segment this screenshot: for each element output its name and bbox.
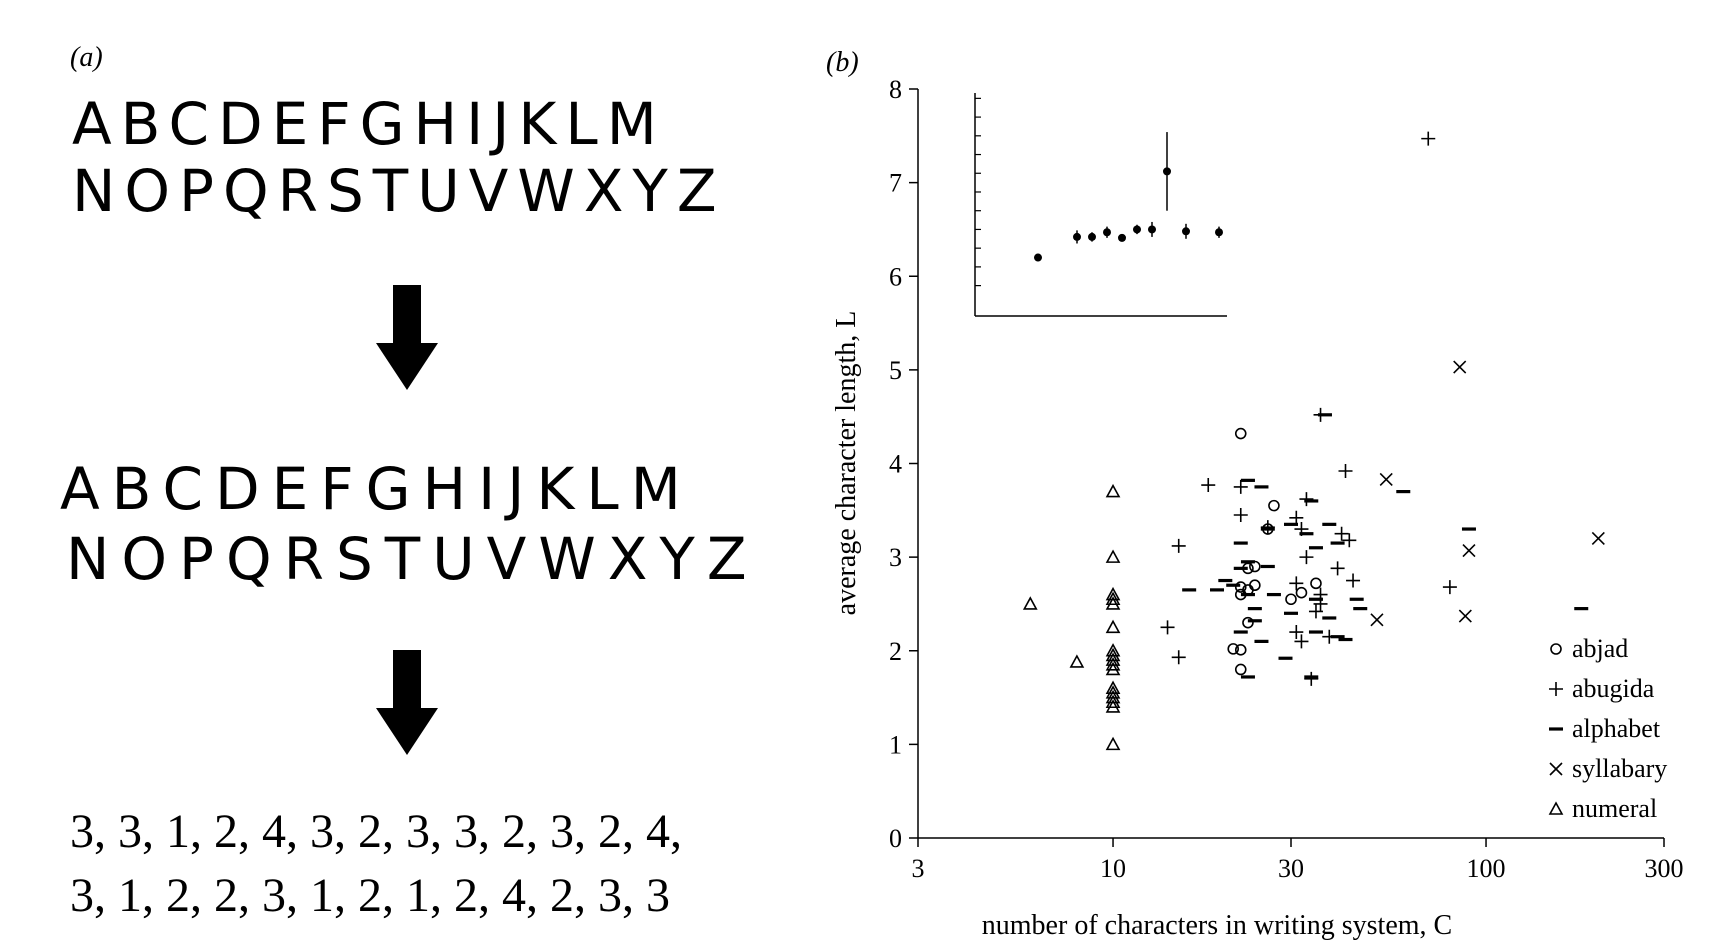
- syllabary-point: [1549, 762, 1563, 776]
- y-tick-label: 5: [889, 356, 902, 385]
- numeral-point: [1105, 596, 1121, 610]
- down-arrow-icon: [376, 650, 438, 755]
- numeral-point: [1105, 591, 1121, 606]
- down-arrow-icon: [376, 285, 438, 390]
- abugida-point: [1233, 507, 1248, 522]
- abugida-point: [1421, 131, 1436, 146]
- abugida-point: [1330, 561, 1345, 576]
- legend-label-numeral: numeral: [1572, 794, 1657, 823]
- alphabet-row-1: ABCDEFGHIJKLM: [72, 90, 666, 158]
- abugida-point: [1171, 538, 1186, 553]
- inset-point: [1163, 167, 1171, 176]
- legend-label-syllabary: syllabary: [1572, 754, 1667, 783]
- abugida-point: [1171, 650, 1186, 665]
- x-tick-label: 10: [1100, 854, 1126, 883]
- abjad-point: [1234, 644, 1247, 656]
- legend-label-alphabet: alphabet: [1572, 714, 1661, 743]
- x-tick-label: 300: [1645, 854, 1684, 883]
- y-axis-label: average character length, L: [831, 311, 862, 616]
- syllabary-point: [1591, 531, 1605, 545]
- numeral-point: [1105, 661, 1121, 676]
- y-tick-label: 1: [889, 730, 902, 759]
- numeral-point: [1105, 549, 1121, 563]
- abugida-point: [1294, 634, 1309, 649]
- x-axis-label: number of characters in writing system, …: [982, 910, 1452, 941]
- stroke-count-row-1: 3, 3, 1, 2, 4, 3, 2, 3, 3, 2, 3, 2, 4,: [70, 805, 682, 858]
- inset-point: [1133, 225, 1141, 234]
- numeral-point: [1105, 619, 1121, 634]
- legend-label-abjad: abjad: [1572, 634, 1628, 663]
- x-tick-label: 3: [912, 854, 925, 883]
- y-tick-label: 0: [889, 824, 902, 853]
- numeral-point: [1069, 654, 1085, 668]
- abugida-point: [1260, 520, 1275, 535]
- abjad-point: [1550, 643, 1562, 655]
- abugida-point: [1299, 492, 1314, 507]
- numeral-point: [1022, 596, 1038, 610]
- broken-alphabet-row-2: NOPQRSTUVWXYZ: [66, 525, 759, 593]
- abjad-point: [1234, 581, 1247, 593]
- abjad-point: [1234, 663, 1247, 676]
- numeral-point: [1105, 694, 1121, 709]
- abugida-point: [1442, 580, 1457, 595]
- abugida-point: [1342, 533, 1357, 548]
- abugida-point: [1308, 604, 1323, 619]
- syllabary-point: [1458, 609, 1472, 623]
- numeral-point: [1105, 483, 1121, 498]
- y-tick-label: 8: [889, 75, 902, 104]
- inset-point: [1088, 232, 1096, 241]
- inset-point: [1073, 232, 1081, 241]
- y-tick-label: 2: [889, 637, 902, 666]
- abugida-point: [1338, 463, 1353, 478]
- abugida-point: [1334, 526, 1349, 541]
- x-tick-label: 30: [1278, 854, 1304, 883]
- abugida-point: [1304, 671, 1319, 686]
- abugida-point: [1289, 576, 1304, 591]
- abugida-point: [1160, 620, 1175, 635]
- panel-a-label: (a): [70, 42, 103, 73]
- syllabary-point: [1379, 472, 1393, 486]
- y-tick-label: 4: [889, 450, 902, 479]
- abjad-point: [1234, 427, 1247, 440]
- legend-label-abugida: abugida: [1572, 674, 1655, 703]
- y-tick-label: 7: [889, 169, 902, 198]
- inset-point: [1215, 228, 1223, 237]
- abjad-point: [1227, 643, 1240, 655]
- alphabet-row-2: NOPQRSTUVWXYZ: [72, 157, 726, 225]
- numeral-point: [1548, 801, 1564, 815]
- numeral-point: [1105, 736, 1121, 751]
- abjad-point: [1249, 579, 1261, 592]
- panel-b-label: (b): [826, 47, 859, 78]
- inset-point: [1118, 233, 1126, 242]
- stroke-count-row-2: 3, 1, 2, 2, 3, 1, 2, 1, 2, 4, 2, 3, 3: [70, 869, 670, 922]
- syllabary-point: [1462, 544, 1476, 558]
- numeral-point: [1105, 657, 1121, 671]
- inset-point: [1182, 227, 1190, 236]
- inset-point: [1148, 225, 1156, 234]
- inset-point: [1034, 253, 1042, 262]
- abjad-point: [1242, 616, 1254, 629]
- abjad-point: [1295, 586, 1308, 599]
- abjad-point: [1310, 577, 1322, 590]
- abugida-point: [1549, 682, 1563, 696]
- abugida-point: [1289, 625, 1304, 640]
- y-tick-label: 6: [889, 262, 902, 291]
- abugida-point: [1289, 510, 1304, 525]
- abjad-point: [1285, 593, 1297, 606]
- broken-alphabet-row-1: ABCDEFGHIJKLM: [60, 455, 693, 523]
- numeral-point: [1105, 699, 1121, 713]
- abjad-point: [1268, 499, 1280, 512]
- abugida-point: [1346, 573, 1361, 588]
- abugida-point: [1201, 478, 1216, 493]
- abugida-point: [1233, 479, 1248, 494]
- abugida-point: [1299, 550, 1314, 565]
- syllabary-point: [1370, 613, 1384, 627]
- x-tick-label: 100: [1467, 854, 1506, 883]
- syllabary-point: [1453, 360, 1467, 374]
- inset-point: [1103, 228, 1111, 237]
- y-tick-label: 3: [889, 543, 902, 572]
